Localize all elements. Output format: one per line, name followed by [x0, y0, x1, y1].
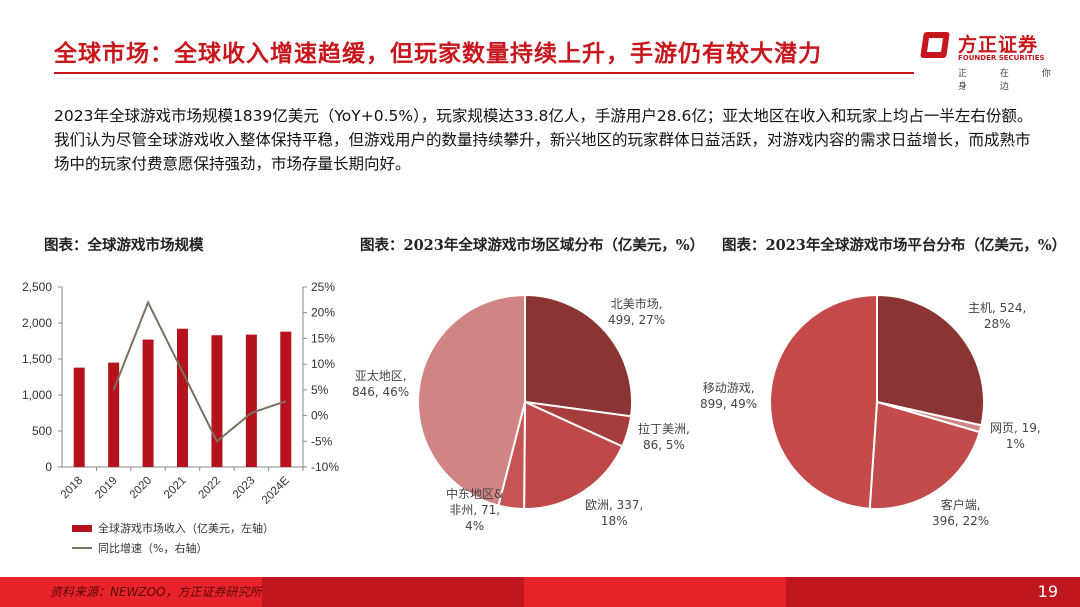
bar-2020 — [142, 339, 154, 467]
market-size-chart: 0 500 1,000 1,500 2,000 2,500 -10% -5% 0% 5% 10% 15… — [22, 280, 339, 507]
legend-line-swatch — [72, 547, 92, 549]
x-tick-label: 2020 — [128, 475, 155, 502]
y-tick-label: 0 — [45, 460, 52, 474]
label-console: 主机, 524, 28% — [968, 301, 1027, 331]
y-tick-label: 2,500 — [22, 280, 52, 294]
platform-pie — [769, 293, 985, 510]
slice-客户端 — [868, 400, 981, 510]
x-tick-label: 2023 — [231, 475, 258, 502]
chart-title-platform: 图表：2023年全球游戏市场平台分布（亿美元，%） — [722, 237, 1067, 254]
slice-北美市场 — [524, 293, 633, 418]
title-divider — [54, 72, 914, 74]
legend-label: 同比增速（%，右轴） — [98, 542, 208, 555]
bar-2022 — [211, 335, 223, 467]
y2-tick-label: 20% — [311, 306, 335, 320]
slice-欧洲 — [523, 400, 624, 510]
footer-block — [0, 577, 262, 607]
label-europe: 欧洲, 337, 18% — [585, 498, 644, 528]
x-tick-label: 2018 — [59, 475, 86, 502]
bar-2018 — [73, 367, 85, 467]
bar-2019 — [108, 362, 120, 467]
page-number: 19 — [1037, 582, 1058, 601]
footer-block — [524, 577, 786, 607]
footer-block — [262, 577, 524, 607]
x-tick-label: 2022 — [196, 475, 223, 502]
y2-tick-label: 0% — [311, 409, 329, 423]
y2-tick-label: 25% — [311, 280, 335, 294]
region-pie — [417, 293, 633, 511]
page-title: 全球市场：全球收入增速趋缓，但玩家数量持续上升，手游仍有较大潜力 — [54, 40, 822, 67]
logo-slogan: 正 在 你 身 边 — [958, 69, 1060, 92]
legend-revenue: 全球游戏市场收入（亿美元，左轴） — [72, 520, 274, 536]
legend-bar-swatch — [72, 524, 92, 532]
logo-english: FOUNDER SECURITIES — [958, 54, 1045, 62]
summary-paragraph: 2023年全球游戏市场规模1839亿美元（YoY+0.5%），玩家规模达33.8… — [54, 107, 1033, 173]
x-tick-label: 2021 — [162, 475, 189, 502]
slice-移动游戏 — [769, 293, 878, 510]
y2-tick-label: 5% — [311, 383, 329, 397]
y2-tick-label: -5% — [311, 434, 333, 448]
label-mea: 中东地区& 非州, 71, 4% — [446, 487, 504, 533]
slice-主机 — [876, 293, 985, 427]
x-tick-label: 2019 — [93, 475, 120, 502]
bar-2021 — [177, 328, 188, 467]
y2-tick-label: 15% — [311, 331, 335, 345]
label-web: 网页, 19, 1% — [990, 421, 1041, 451]
logo-text: 方正证券 — [958, 34, 1039, 56]
y-tick-label: 1,500 — [22, 352, 52, 366]
chart-title-region: 图表：2023年全球游戏市场区域分布（亿美元，%） — [360, 237, 705, 254]
y-tick-label: 1,000 — [22, 388, 52, 402]
y-tick-label: 500 — [32, 424, 52, 438]
footer-bar — [0, 577, 1080, 607]
legend-growth: 同比增速（%，右轴） — [72, 540, 207, 556]
logo-mark-icon — [920, 32, 950, 58]
bar-2023 — [245, 334, 257, 467]
label-mobile: 移动游戏, 899, 49% — [700, 381, 758, 411]
chart-title-market-size: 图表：全球游戏市场规模 — [44, 237, 204, 254]
label-apac: 亚太地区, 846, 46% — [352, 369, 410, 399]
slice-亚太地区 — [417, 293, 526, 507]
source-note: 资料来源：NEWZOO，方正证券研究所 — [50, 585, 262, 599]
legend-label: 全球游戏市场收入（亿美元，左轴） — [98, 522, 274, 535]
bar-2024E — [280, 331, 292, 467]
x-tick-label: 2024E — [260, 474, 292, 506]
founder-logo: 方正证券 FOUNDER SECURITIES 正 在 你 身 边 — [918, 30, 1068, 92]
footer-block — [786, 577, 1080, 607]
label-north-america: 北美市场, 499, 27% — [608, 297, 666, 327]
label-client: 客户端, 396, 22% — [932, 498, 990, 528]
growth-line — [112, 299, 287, 443]
y2-tick-label: -10% — [311, 460, 339, 474]
y2-tick-label: 10% — [311, 357, 335, 371]
label-latin-america: 拉丁美洲, 86, 5% — [638, 422, 690, 452]
y-tick-label: 2,000 — [22, 316, 52, 330]
